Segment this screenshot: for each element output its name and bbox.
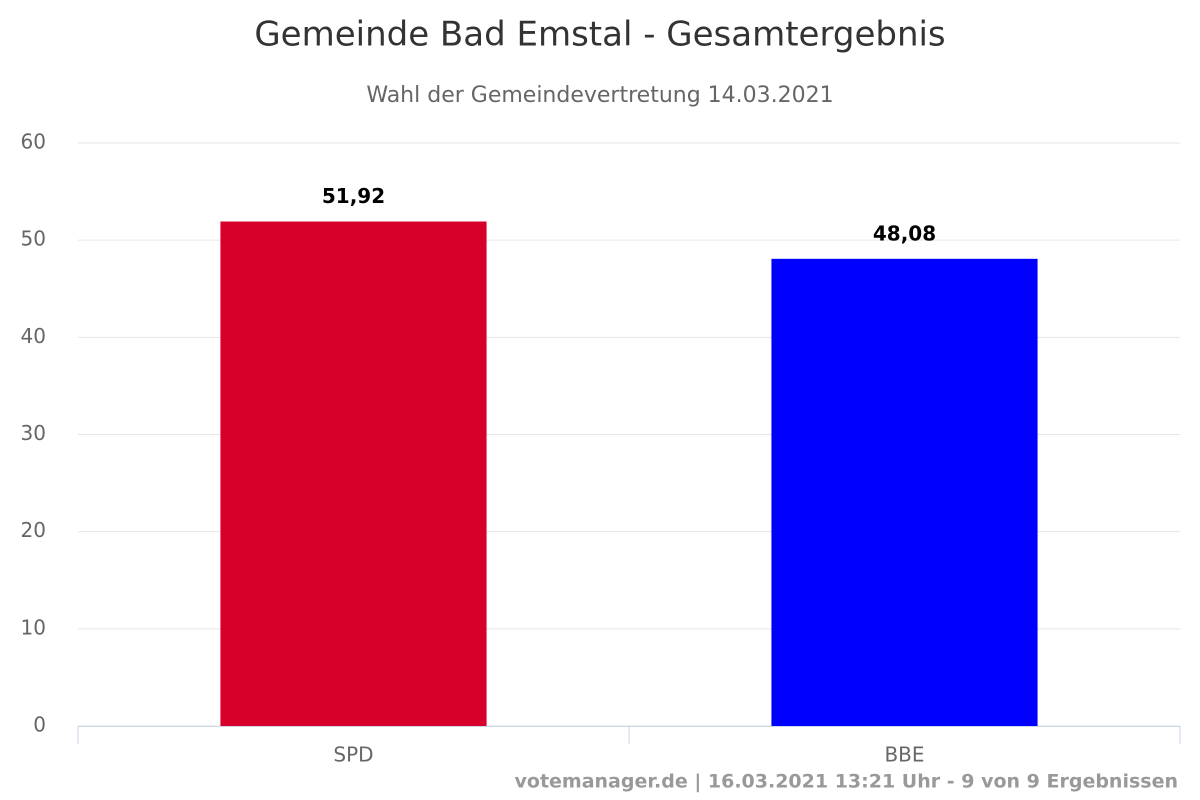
y-tick-label: 10 [21, 615, 46, 639]
bar [771, 258, 1038, 726]
y-tick-label: 60 [21, 130, 46, 154]
bar [220, 221, 487, 726]
y-tick-label: 30 [21, 421, 46, 445]
x-tick-label: SPD [333, 743, 373, 767]
chart-subtitle: Wahl der Gemeindevertretung 14.03.2021 [366, 83, 833, 108]
y-tick-label: 0 [33, 713, 46, 737]
data-label: 48,08 [873, 221, 936, 245]
y-tick-label: 40 [21, 324, 46, 348]
credits: votemanager.de | 16.03.2021 13:21 Uhr - … [515, 771, 1179, 793]
y-tick-label: 50 [21, 227, 46, 251]
data-label: 51,92 [322, 184, 385, 208]
chart-title: Gemeinde Bad Emstal - Gesamtergebnis [254, 15, 945, 55]
x-tick-label: BBE [884, 743, 924, 767]
y-tick-label: 20 [21, 518, 46, 542]
